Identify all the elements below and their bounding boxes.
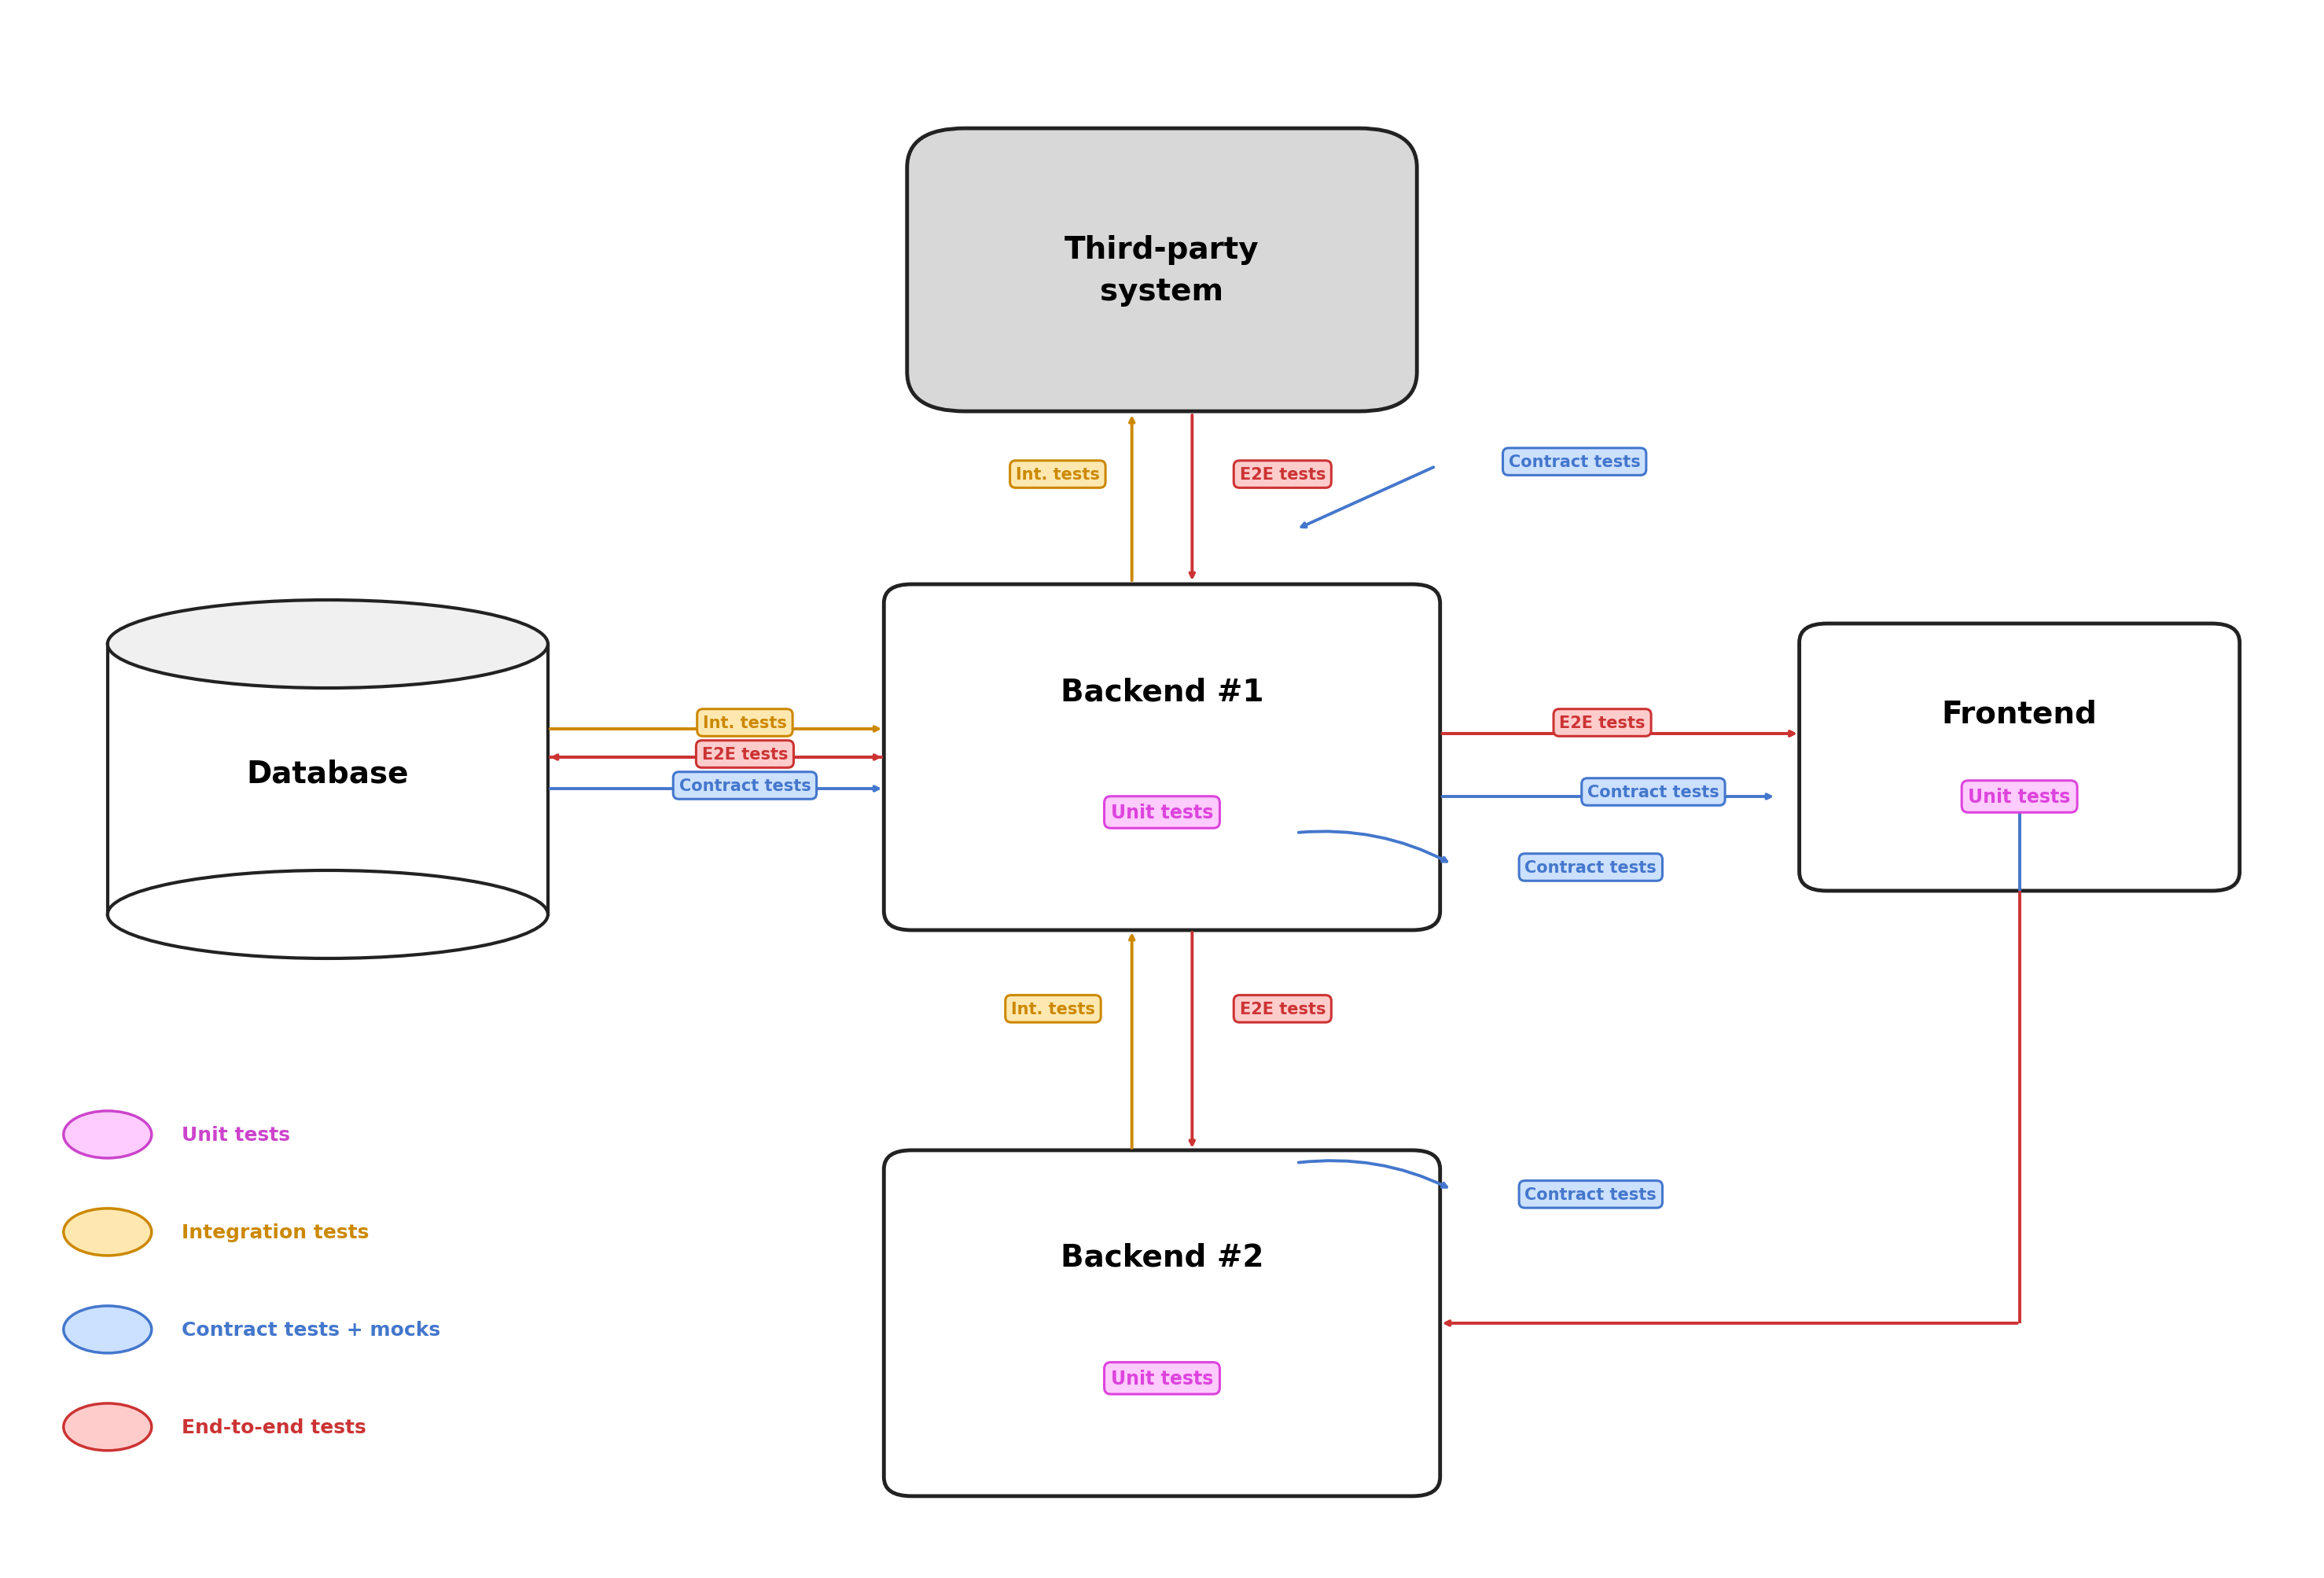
Text: Contract tests: Contract tests xyxy=(679,778,811,794)
Text: Contract tests: Contract tests xyxy=(1525,860,1657,876)
Text: Contract tests: Contract tests xyxy=(1508,454,1641,470)
Text: Backend #1: Backend #1 xyxy=(1060,677,1264,707)
Bar xyxy=(112,641,544,647)
Text: Unit tests: Unit tests xyxy=(1968,787,2071,806)
Text: E2E tests: E2E tests xyxy=(702,746,788,762)
Ellipse shape xyxy=(107,600,548,688)
Text: Unit tests: Unit tests xyxy=(181,1125,290,1144)
Text: Contract tests: Contract tests xyxy=(1587,784,1720,800)
Ellipse shape xyxy=(107,871,548,959)
Ellipse shape xyxy=(63,1403,151,1450)
Ellipse shape xyxy=(63,1111,151,1158)
Text: E2E tests: E2E tests xyxy=(1239,1000,1325,1016)
Text: Integration tests: Integration tests xyxy=(181,1223,370,1242)
FancyBboxPatch shape xyxy=(883,1150,1441,1496)
Text: Int. tests: Int. tests xyxy=(702,715,788,731)
Text: End-to-end tests: End-to-end tests xyxy=(181,1417,367,1436)
Text: E2E tests: E2E tests xyxy=(1559,715,1645,731)
FancyBboxPatch shape xyxy=(883,585,1441,931)
Text: Frontend: Frontend xyxy=(1941,699,2096,729)
Text: Int. tests: Int. tests xyxy=(1016,467,1099,483)
Text: Contract tests + mocks: Contract tests + mocks xyxy=(181,1321,442,1340)
Text: Database: Database xyxy=(246,759,409,789)
Text: Unit tests: Unit tests xyxy=(1111,1368,1213,1387)
Text: Backend #2: Backend #2 xyxy=(1060,1242,1264,1272)
FancyBboxPatch shape xyxy=(906,129,1418,412)
FancyBboxPatch shape xyxy=(1799,623,2240,892)
FancyBboxPatch shape xyxy=(107,644,548,915)
Text: Contract tests: Contract tests xyxy=(1525,1187,1657,1202)
Text: Third-party
system: Third-party system xyxy=(1064,235,1260,306)
Ellipse shape xyxy=(63,1209,151,1256)
Ellipse shape xyxy=(63,1307,151,1354)
Text: Int. tests: Int. tests xyxy=(1011,1000,1095,1016)
Text: E2E tests: E2E tests xyxy=(1239,467,1325,483)
Text: Unit tests: Unit tests xyxy=(1111,803,1213,822)
